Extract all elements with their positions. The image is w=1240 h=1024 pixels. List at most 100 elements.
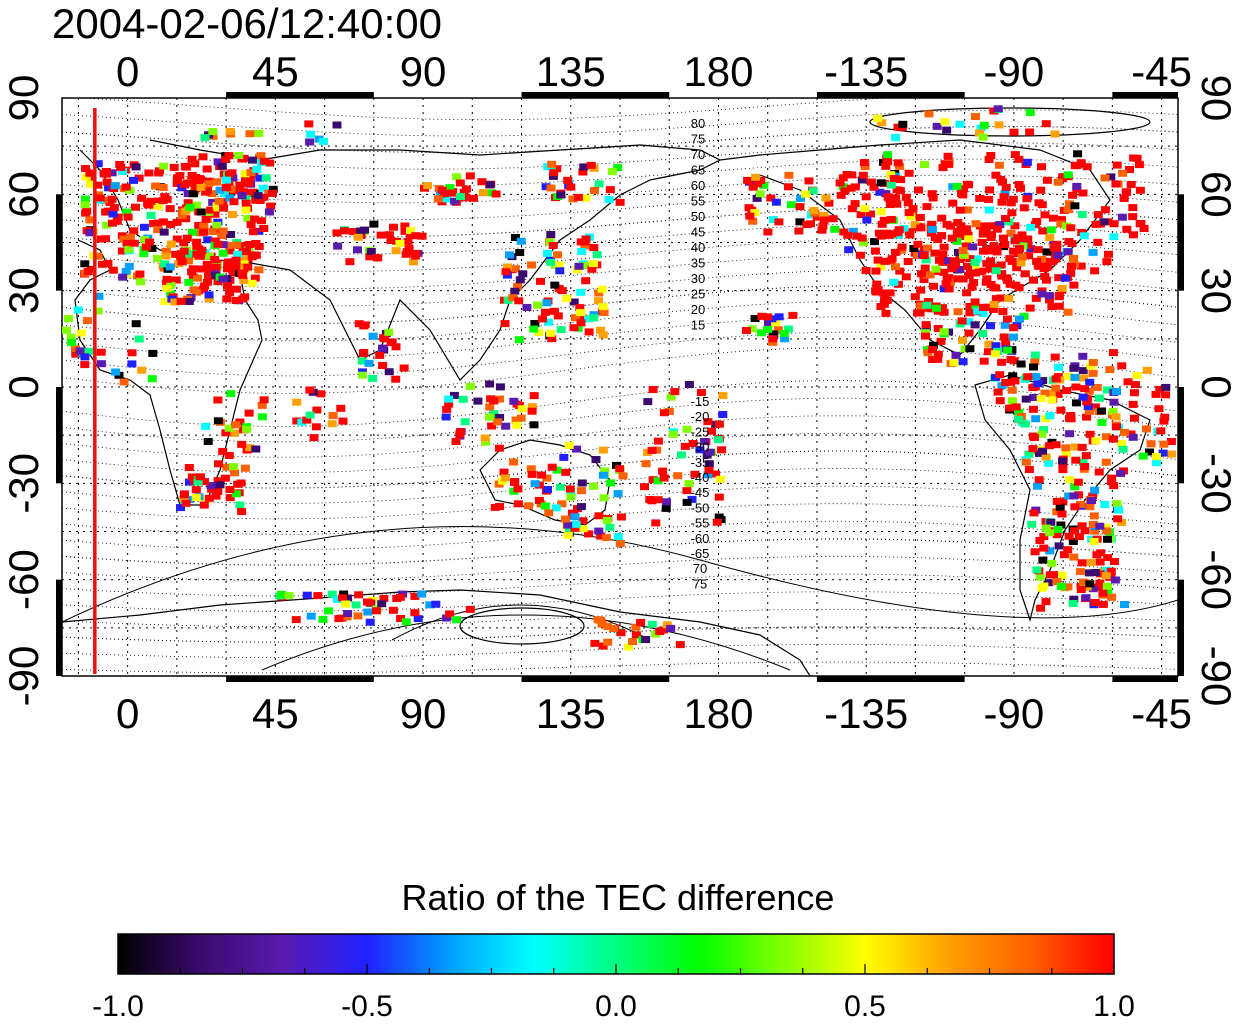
- tec-point: [703, 471, 713, 479]
- contour-label: 20: [691, 302, 705, 317]
- contour-arc: [261, 614, 791, 671]
- tec-point: [212, 178, 222, 186]
- tec-point: [213, 158, 223, 166]
- tec-point: [94, 292, 104, 300]
- tec-point: [365, 618, 375, 626]
- tec-point: [1108, 408, 1118, 415]
- tec-point: [377, 600, 387, 608]
- tec-point: [243, 214, 253, 222]
- tec-point: [552, 165, 562, 173]
- tec-point: [908, 204, 918, 212]
- tec-point: [1007, 209, 1017, 217]
- tec-point: [1102, 386, 1112, 394]
- tec-point: [469, 194, 478, 202]
- tec-point: [1070, 443, 1080, 451]
- tec-point: [1066, 269, 1076, 277]
- tec-point: [962, 206, 972, 214]
- tec-point: [578, 525, 588, 533]
- tec-point: [313, 592, 323, 600]
- tec-point: [1077, 522, 1087, 530]
- tec-point: [836, 191, 846, 199]
- tec-point: [1030, 351, 1040, 359]
- tec-point: [1090, 569, 1100, 576]
- tec-point: [162, 275, 172, 283]
- tec-point: [242, 248, 252, 255]
- tec-point: [170, 298, 180, 306]
- tec-point: [713, 436, 723, 444]
- tec-point: [703, 418, 713, 426]
- tec-point: [188, 190, 198, 198]
- tec-point: [996, 261, 1006, 269]
- tec-point: [1069, 364, 1079, 372]
- frame-bar-top: [226, 92, 374, 98]
- tec-point: [704, 466, 714, 474]
- tec-point: [1029, 394, 1039, 401]
- tec-point: [563, 176, 573, 184]
- tec-point: [1142, 366, 1152, 374]
- tec-point: [840, 187, 850, 195]
- contour-line: [62, 397, 1178, 443]
- tec-point: [510, 265, 520, 273]
- contour-label: -30: [691, 440, 710, 455]
- tec-point: [161, 247, 171, 255]
- graticule-grid: [62, 98, 1178, 676]
- tec-point: [1154, 405, 1164, 413]
- tec-point: [1090, 403, 1100, 411]
- tec-point: [1097, 419, 1107, 426]
- tec-point: [1044, 459, 1054, 467]
- tec-point: [119, 378, 129, 386]
- tec-point: [495, 395, 504, 403]
- tec-point: [1086, 558, 1096, 566]
- tec-point: [563, 531, 573, 539]
- tec-point: [1052, 531, 1062, 539]
- tec-point: [442, 195, 451, 203]
- tec-point: [241, 206, 251, 214]
- tec-point: [1064, 492, 1074, 500]
- tec-point: [1011, 403, 1021, 411]
- tec-point: [1130, 389, 1139, 397]
- tec-point: [1041, 276, 1051, 284]
- tec-point: [913, 240, 923, 248]
- tec-point: [664, 408, 674, 415]
- tec-point: [213, 487, 223, 495]
- tec-point: [1063, 248, 1073, 256]
- tec-point: [998, 234, 1008, 242]
- tec-point: [237, 440, 247, 448]
- tec-point: [1078, 578, 1088, 586]
- tec-point: [991, 342, 1001, 350]
- tec-point: [1084, 569, 1094, 577]
- tec-point: [199, 222, 209, 230]
- tec-point: [1074, 533, 1084, 541]
- tec-point: [861, 267, 871, 274]
- tec-point: [975, 129, 984, 137]
- tec-point: [915, 214, 925, 221]
- tec-point: [905, 231, 915, 239]
- tec-point: [204, 272, 213, 280]
- contour-label: 75: [691, 132, 705, 147]
- lat-tick-right: -60: [1193, 549, 1240, 610]
- tec-point: [1056, 220, 1066, 228]
- tec-point: [847, 205, 857, 213]
- tec-point: [769, 216, 778, 224]
- lon-tick-bottom: -135: [824, 690, 908, 737]
- tec-point: [1101, 458, 1111, 466]
- tec-point: [909, 245, 919, 252]
- tec-point: [771, 198, 781, 206]
- tec-point: [938, 164, 948, 172]
- tec-point: [102, 178, 112, 186]
- tec-point: [547, 335, 557, 343]
- tec-point: [368, 332, 378, 340]
- tec-point: [1088, 585, 1098, 593]
- tec-point: [1041, 120, 1051, 128]
- tec-point: [518, 270, 528, 278]
- tec-point: [465, 172, 475, 180]
- tec-point: [756, 329, 766, 337]
- tec-point: [1064, 532, 1074, 540]
- tec-point: [995, 371, 1005, 379]
- tec-point: [804, 177, 814, 185]
- colorbar-ticks: -1.0 -0.5 0.0 0.5 1.0: [92, 964, 1135, 1023]
- tec-point: [1032, 257, 1042, 265]
- tec-point: [1079, 374, 1089, 382]
- tec-point: [86, 266, 96, 273]
- tec-point: [910, 293, 920, 301]
